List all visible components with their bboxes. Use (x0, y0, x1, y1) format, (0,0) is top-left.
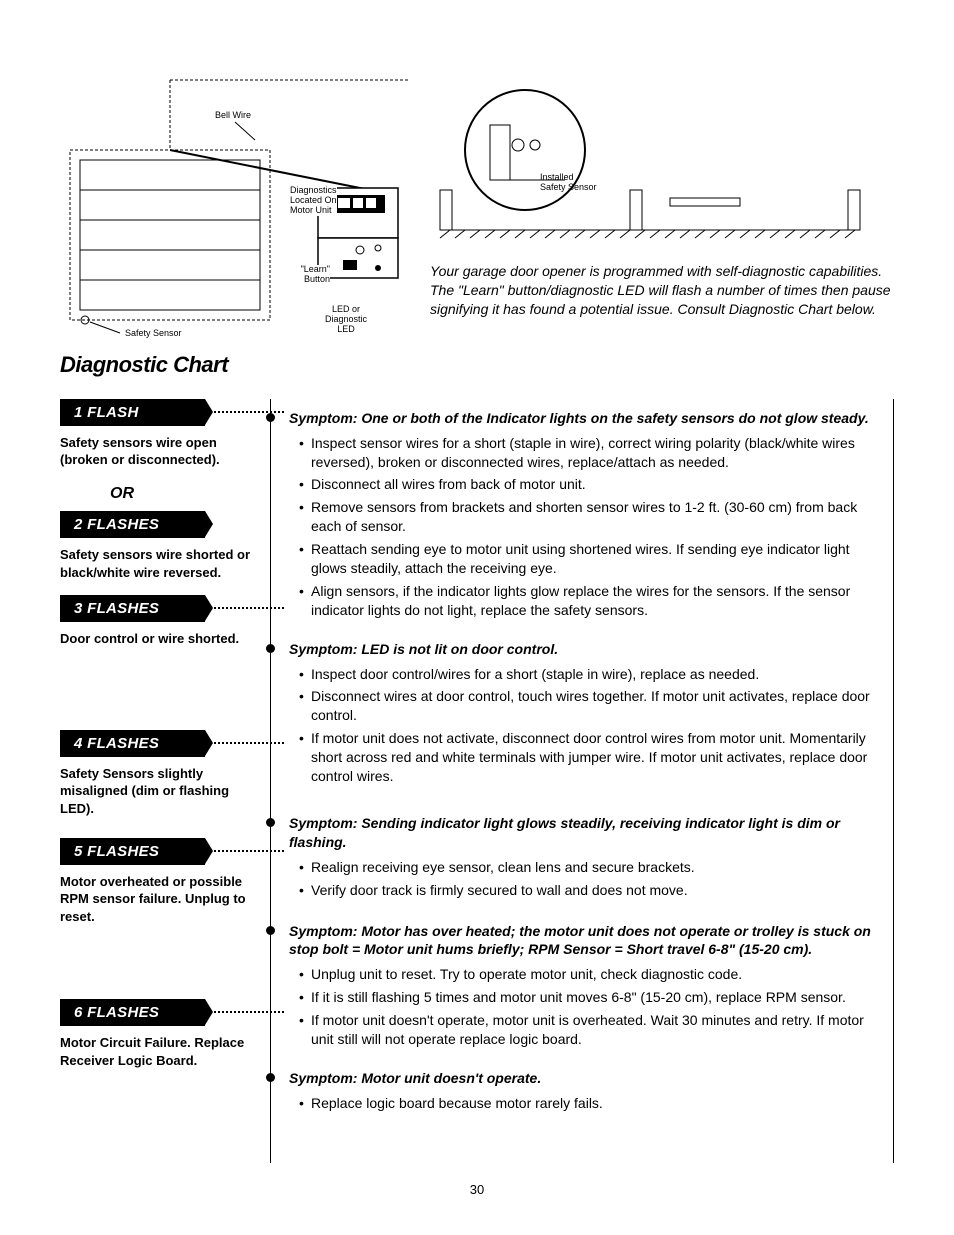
list-item: Disconnect all wires from back of motor … (301, 475, 883, 494)
symptom-6-title: Symptom: Motor unit doesn't operate. (289, 1069, 883, 1088)
svg-text:Installed: Installed (540, 172, 574, 182)
flash-1-section: 1 FLASH Safety sensors wire open (broken… (60, 399, 270, 469)
flash-4-title: 4 FLASHES (60, 730, 205, 757)
garage-diagram: Bell Wire DiagnosticsLocated OnMotor Uni… (60, 40, 410, 340)
flash-2-title: 2 FLASHES (60, 511, 205, 538)
flash-3-section: 3 FLASHES Door control or wire shorted. (60, 595, 270, 648)
list-item: If motor unit doesn't operate, motor uni… (301, 1011, 883, 1049)
flash-4-section: 4 FLASHES Safety Sensors slightly misali… (60, 730, 270, 818)
page-number: 30 (60, 1181, 894, 1199)
symptom-1-list: Inspect sensor wires for a short (staple… (289, 434, 883, 620)
symptom-4-list: Realign receiving eye sensor, clean lens… (289, 858, 883, 900)
intro-text: Your garage door opener is programmed wi… (430, 262, 894, 319)
bullet-icon (266, 1073, 275, 1082)
chart-title: Diagnostic Chart (60, 350, 894, 381)
symptom-4-block: Symptom: Sending indicator light glows s… (289, 814, 883, 900)
flash-5-title: 5 FLASHES (60, 838, 205, 865)
or-label: OR (60, 483, 270, 505)
bell-wire-label: Bell Wire (215, 110, 251, 120)
led-label: LED orDiagnosticLED (325, 305, 367, 335)
symptom-6-list: Replace logic board because motor rarely… (289, 1094, 883, 1113)
list-item: If it is still flashing 5 times and moto… (301, 988, 883, 1007)
flash-5-section: 5 FLASHES Motor overheated or possible R… (60, 838, 270, 926)
list-item: Reattach sending eye to motor unit using… (301, 540, 883, 578)
list-item: Realign receiving eye sensor, clean lens… (301, 858, 883, 877)
flash-1-title: 1 FLASH (60, 399, 205, 426)
list-item: Disconnect wires at door control, touch … (301, 687, 883, 725)
list-item: Inspect door control/wires for a short (… (301, 665, 883, 684)
symptoms-column: Symptom: One or both of the Indicator li… (270, 399, 893, 1163)
flash-causes-column: 1 FLASH Safety sensors wire open (broken… (60, 399, 270, 1163)
flash-6-title: 6 FLASHES (60, 999, 205, 1026)
flash-5-cause: Motor overheated or possible RPM sensor … (60, 873, 270, 926)
list-item: Remove sensors from brackets and shorten… (301, 498, 883, 536)
symptom-1-block: Symptom: One or both of the Indicator li… (289, 409, 883, 620)
flash-1-cause: Safety sensors wire open (broken or disc… (60, 434, 270, 469)
sensor-track-diagram: Installed Safety Sensor (430, 40, 870, 250)
right-diagram-area: Installed Safety Sensor Your garage door… (410, 40, 894, 319)
flash-6-section: 6 FLASHES Motor Circuit Failure. Replace… (60, 999, 270, 1069)
garage-svg: Bell Wire (60, 40, 410, 340)
flash-4-cause: Safety Sensors slightly misaligned (dim … (60, 765, 270, 818)
safety-sensor-left-label: Safety Sensor (125, 329, 182, 339)
diagnostic-chart: 1 FLASH Safety sensors wire open (broken… (60, 399, 894, 1163)
list-item: Align sensors, if the indicator lights g… (301, 582, 883, 620)
flash-3-cause: Door control or wire shorted. (60, 630, 270, 648)
flash-6-cause: Motor Circuit Failure. Replace Receiver … (60, 1034, 270, 1069)
flash-2-section: 2 FLASHES Safety sensors wire shorted or… (60, 511, 270, 581)
bullet-icon (266, 413, 275, 422)
bullet-icon (266, 926, 275, 935)
symptom-5-block: Symptom: Motor has over heated; the moto… (289, 922, 883, 1049)
list-item: Inspect sensor wires for a short (staple… (301, 434, 883, 472)
bullet-icon (266, 818, 275, 827)
svg-text:Safety Sensor: Safety Sensor (540, 182, 597, 192)
symptom-3-block: Symptom: LED is not lit on door control.… (289, 640, 883, 786)
symptom-5-title: Symptom: Motor has over heated; the moto… (289, 922, 883, 960)
flash-2-cause: Safety sensors wire shorted or black/whi… (60, 546, 270, 581)
symptom-1-title: Symptom: One or both of the Indicator li… (289, 409, 883, 428)
learn-button-label: "Learn"Button (298, 265, 330, 285)
bullet-icon (266, 644, 275, 653)
symptom-3-list: Inspect door control/wires for a short (… (289, 665, 883, 786)
symptom-3-title: Symptom: LED is not lit on door control. (289, 640, 883, 659)
diagnostics-located-label: DiagnosticsLocated OnMotor Unit (290, 186, 337, 216)
symptom-4-title: Symptom: Sending indicator light glows s… (289, 814, 883, 852)
symptom-6-block: Symptom: Motor unit doesn't operate. Rep… (289, 1069, 883, 1113)
list-item: Unplug unit to reset. Try to operate mot… (301, 965, 883, 984)
list-item: If motor unit does not activate, disconn… (301, 729, 883, 786)
list-item: Verify door track is firmly secured to w… (301, 881, 883, 900)
symptom-5-list: Unplug unit to reset. Try to operate mot… (289, 965, 883, 1049)
flash-3-title: 3 FLASHES (60, 595, 205, 622)
list-item: Replace logic board because motor rarely… (301, 1094, 883, 1113)
top-diagram-section: Bell Wire DiagnosticsLocated OnMotor Uni… (60, 40, 894, 340)
